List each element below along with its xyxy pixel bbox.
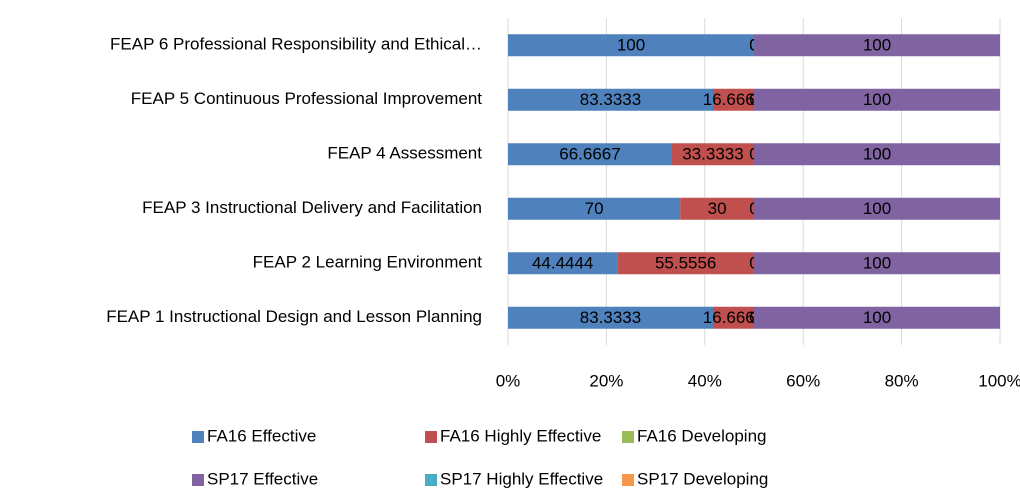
- legend-swatch: [425, 431, 437, 443]
- legend-label: SP17 Effective: [207, 469, 318, 488]
- y-tick-label: FEAP 2 Learning Environment: [253, 253, 483, 272]
- x-tick-label: 60%: [786, 371, 820, 390]
- data-label: 83.3333: [580, 308, 641, 327]
- x-tick-label: 20%: [589, 371, 623, 390]
- data-label: 100: [863, 90, 891, 109]
- bar-segment: [754, 306, 1000, 329]
- data-label: 66.6667: [559, 145, 620, 164]
- bar-segment: [508, 34, 754, 57]
- x-tick-label: 40%: [688, 371, 722, 390]
- data-label: 100: [863, 199, 891, 218]
- y-tick-label: FEAP 6 Professional Responsibility and E…: [110, 35, 482, 54]
- data-label: 100: [863, 36, 891, 55]
- data-label: 16.6667: [703, 308, 764, 327]
- y-tick-label: FEAP 1 Instructional Design and Lesson P…: [106, 307, 482, 326]
- bar-segment: [754, 143, 1000, 166]
- legend-swatch: [192, 474, 204, 486]
- bar-segment: [754, 197, 1000, 220]
- data-label: 33.3333: [682, 145, 743, 164]
- y-tick-label: FEAP 5 Continuous Professional Improveme…: [131, 89, 482, 108]
- bar-segment: [508, 252, 618, 275]
- data-label: 100: [863, 308, 891, 327]
- bar-segment: [712, 88, 754, 111]
- data-label: 55.5556: [655, 254, 716, 273]
- y-tick-label: FEAP 4 Assessment: [327, 144, 482, 163]
- bar-segment: [754, 252, 1000, 275]
- legend-swatch: [192, 431, 204, 443]
- data-label: 100: [863, 254, 891, 273]
- data-label: 70: [585, 199, 604, 218]
- x-tick-label: 100%: [978, 371, 1020, 390]
- legend-label: FA16 Effective: [207, 426, 316, 445]
- bar-segment: [754, 88, 1000, 111]
- x-tick-label: 0%: [496, 371, 521, 390]
- bar-segment: [712, 306, 754, 329]
- data-label: 44.4444: [532, 254, 593, 273]
- bar-segment: [680, 197, 754, 220]
- legend-label: SP17 Highly Effective: [440, 469, 603, 488]
- legend-label: SP17 Developing: [637, 469, 768, 488]
- legend-swatch: [622, 431, 634, 443]
- bar-segment: [508, 306, 713, 329]
- legend-swatch: [425, 474, 437, 486]
- data-label: 100: [863, 145, 891, 164]
- bar-segment: [754, 34, 1000, 57]
- bar-segment: [508, 197, 681, 220]
- bar-segment: [508, 143, 673, 166]
- data-label: 16.6667: [703, 90, 764, 109]
- bar-segment: [508, 88, 713, 111]
- x-tick-label: 80%: [885, 371, 919, 390]
- legend-swatch: [622, 474, 634, 486]
- bar-segment: [672, 143, 754, 166]
- data-label: 30: [708, 199, 727, 218]
- y-tick-label: FEAP 3 Instructional Delivery and Facili…: [142, 198, 482, 217]
- bar-segment: [617, 252, 754, 275]
- legend-label: FA16 Highly Effective: [440, 426, 601, 445]
- legend-label: FA16 Developing: [637, 426, 766, 445]
- data-label: 83.3333: [580, 90, 641, 109]
- data-label: 100: [617, 36, 645, 55]
